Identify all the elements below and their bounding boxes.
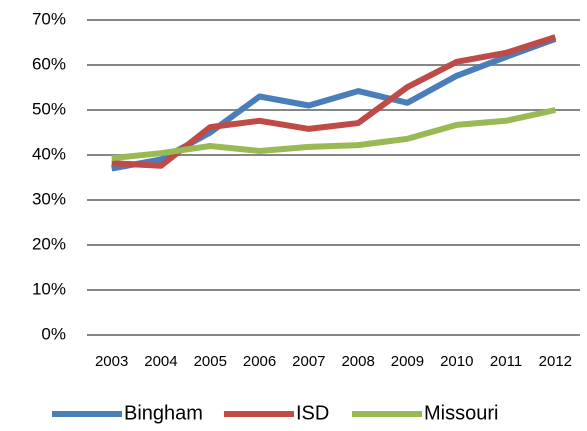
legend-label: ISD — [296, 402, 329, 424]
x-tick-label: 2008 — [341, 353, 374, 370]
x-tick-label: 2004 — [144, 353, 177, 370]
y-tick-label: 40% — [32, 144, 66, 163]
x-tick-label: 2010 — [440, 353, 473, 370]
x-tick-label: 2006 — [243, 353, 276, 370]
legend-label: Bingham — [124, 402, 203, 424]
y-tick-label: 10% — [32, 279, 66, 298]
y-tick-label: 70% — [32, 9, 66, 28]
x-tick-label: 2009 — [391, 353, 424, 370]
x-tick-label: 2003 — [95, 353, 128, 370]
x-tick-label: 2012 — [539, 353, 572, 370]
y-tick-label: 60% — [32, 54, 66, 73]
x-tick-label: 2007 — [292, 353, 325, 370]
line — [111, 34, 557, 169]
y-tick-label: 20% — [32, 234, 66, 253]
x-tick-label: 2011 — [490, 353, 522, 370]
y-tick-label: 30% — [32, 189, 66, 208]
x-tick-label: 2005 — [194, 353, 227, 370]
line — [111, 107, 556, 162]
y-tick-label: 50% — [32, 99, 66, 118]
legend-label: Missouri — [424, 402, 498, 424]
y-tick-label: 0% — [41, 324, 66, 343]
